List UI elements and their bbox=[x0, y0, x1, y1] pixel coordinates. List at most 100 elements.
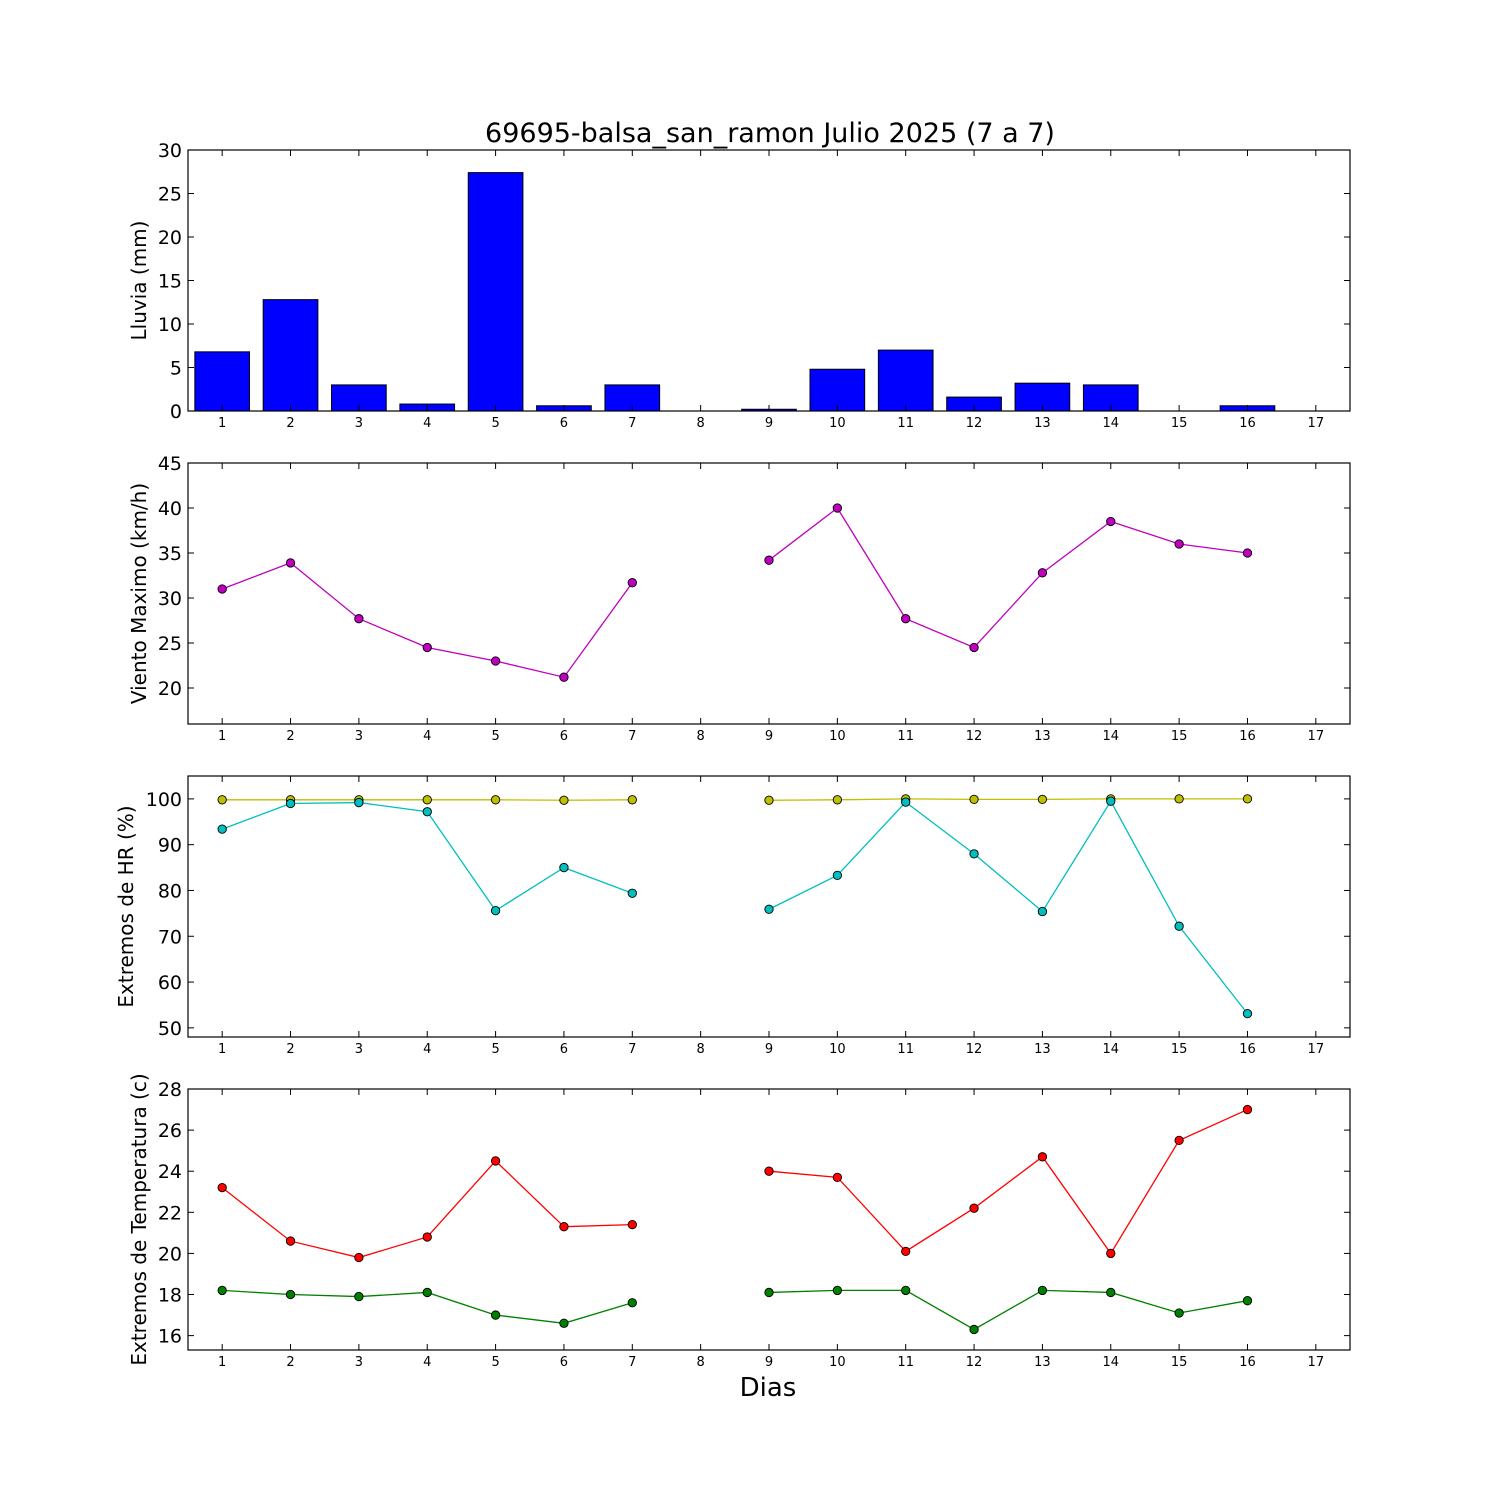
series-2-point-day-3 bbox=[354, 797, 364, 808]
x-tick-label-12: 12 bbox=[966, 416, 983, 431]
series-1-point-day-2 bbox=[285, 558, 296, 568]
panel-4-y-axis-label: Extremos de Temperatura (c) bbox=[127, 1073, 151, 1365]
x-tick-label-11: 11 bbox=[897, 1355, 914, 1370]
y-tick-label-60: 60 bbox=[158, 972, 182, 994]
x-tick-label-9: 9 bbox=[765, 729, 773, 744]
x-tick-label-7: 7 bbox=[628, 729, 636, 744]
y-tick-label-20: 20 bbox=[158, 678, 182, 700]
series-2-point-day-16 bbox=[1242, 1008, 1253, 1019]
series-1-point-day-6 bbox=[559, 1222, 569, 1232]
x-tick-label-10: 10 bbox=[829, 1042, 846, 1057]
x-tick-label-3: 3 bbox=[355, 416, 363, 431]
series-1-point-day-5 bbox=[490, 656, 501, 666]
x-tick-label-11: 11 bbox=[897, 416, 914, 431]
series-1-point-day-7 bbox=[627, 1219, 637, 1230]
x-tick-label-13: 13 bbox=[1034, 1355, 1051, 1370]
x-tick-label-14: 14 bbox=[1102, 1042, 1119, 1057]
series-1-point-day-13 bbox=[1037, 794, 1048, 805]
x-tick-label-10: 10 bbox=[829, 416, 846, 431]
x-tick-label-16: 16 bbox=[1239, 1355, 1256, 1370]
x-tick-label-1: 1 bbox=[218, 729, 226, 744]
x-tick-label-8: 8 bbox=[697, 416, 705, 431]
x-tick-label-13: 13 bbox=[1034, 729, 1051, 744]
x-tick-label-15: 15 bbox=[1171, 416, 1188, 431]
x-tick-label-8: 8 bbox=[697, 1042, 705, 1057]
series-1-line-segment-2 bbox=[768, 798, 1248, 801]
y-tick-label-20: 20 bbox=[158, 227, 182, 249]
x-tick-label-13: 13 bbox=[1034, 1042, 1051, 1057]
series-1-point-day-7 bbox=[627, 795, 637, 805]
x-tick-label-16: 16 bbox=[1239, 729, 1256, 744]
series-2-point-day-1 bbox=[217, 1285, 227, 1296]
y-tick-label-26: 26 bbox=[158, 1120, 182, 1142]
series-1-point-day-9 bbox=[764, 555, 774, 565]
series-1-line-segment-1 bbox=[221, 1159, 633, 1259]
y-tick-label-70: 70 bbox=[158, 926, 182, 948]
y-tick-label-40: 40 bbox=[158, 498, 182, 520]
x-tick-label-8: 8 bbox=[697, 729, 705, 744]
y-tick-label-24: 24 bbox=[158, 1161, 182, 1183]
x-tick-label-9: 9 bbox=[765, 1042, 773, 1057]
series-2-point-day-2 bbox=[285, 1289, 296, 1300]
panel-4: 1 2 3 4 5 6 7 8 9 10 11 12 13 14 15 16 1716182022242628E… bbox=[127, 1073, 1351, 1370]
series-2-line-segment-1 bbox=[221, 801, 633, 912]
x-tick-label-8: 8 bbox=[697, 1355, 705, 1370]
series-1-point-day-15 bbox=[1174, 539, 1184, 549]
x-tick-label-1: 1 bbox=[218, 1355, 226, 1370]
x-tick-label-17: 17 bbox=[1308, 729, 1325, 744]
x-tick-label-9: 9 bbox=[765, 416, 773, 431]
y-tick-label-0: 0 bbox=[170, 401, 182, 423]
series-2-point-day-9 bbox=[764, 1287, 774, 1298]
x-tick-label-1: 1 bbox=[218, 416, 226, 431]
series-1-point-day-6 bbox=[559, 795, 569, 805]
x-tick-label-5: 5 bbox=[491, 1355, 499, 1370]
series-1-point-day-4 bbox=[422, 642, 432, 653]
x-tick-label-15: 15 bbox=[1171, 1355, 1188, 1370]
y-tick-label-15: 15 bbox=[158, 271, 182, 293]
x-tick-label-6: 6 bbox=[560, 416, 568, 431]
panel-1: 1 2 3 4 5 6 7 8 9 10 11 12 13 14 15 16 17051015202530Llu… bbox=[127, 140, 1351, 431]
series-2-point-day-14 bbox=[1106, 1287, 1116, 1298]
series-1-line-segment-2 bbox=[768, 1108, 1248, 1255]
x-tick-label-7: 7 bbox=[628, 1355, 636, 1370]
x-tick-label-7: 7 bbox=[628, 416, 636, 431]
series-1-point-day-16 bbox=[1242, 548, 1253, 558]
series-2-point-day-5 bbox=[490, 905, 501, 916]
x-tick-label-13: 13 bbox=[1034, 416, 1051, 431]
series-2-point-day-11 bbox=[901, 797, 911, 807]
bar-day-5 bbox=[467, 172, 524, 412]
series-1-point-day-5 bbox=[490, 795, 501, 805]
series-2-point-day-11 bbox=[901, 1285, 911, 1296]
x-tick-label-9: 9 bbox=[765, 1355, 773, 1370]
series-1-point-day-1 bbox=[217, 584, 227, 594]
series-1-point-day-12 bbox=[969, 642, 979, 653]
y-tick-label-35: 35 bbox=[158, 543, 182, 565]
series-1-point-day-13 bbox=[1037, 568, 1048, 578]
x-tick-label-12: 12 bbox=[966, 729, 983, 744]
x-tick-label-16: 16 bbox=[1239, 1042, 1256, 1057]
series-1-point-day-15 bbox=[1174, 794, 1184, 804]
panel-2-frame bbox=[187, 462, 1351, 725]
x-tick-label-17: 17 bbox=[1308, 1042, 1325, 1057]
panels: 1 2 3 4 5 6 7 8 9 10 11 12 13 14 15 16 17051015202530Llu… bbox=[114, 140, 1351, 1370]
series-2-point-day-3 bbox=[354, 1291, 364, 1302]
x-tick-label-2: 2 bbox=[286, 416, 294, 431]
series-2-point-day-7 bbox=[627, 1298, 637, 1308]
y-tick-label-25: 25 bbox=[158, 184, 182, 206]
y-tick-label-80: 80 bbox=[158, 880, 182, 902]
series-2-point-day-14 bbox=[1106, 796, 1116, 806]
x-tick-label-15: 15 bbox=[1171, 1042, 1188, 1057]
y-tick-label-45: 45 bbox=[158, 453, 182, 475]
series-1-point-day-15 bbox=[1174, 1135, 1184, 1146]
panel-2: 1 2 3 4 5 6 7 8 9 10 11 12 13 14 15 16 17202530354045Vie… bbox=[127, 453, 1351, 744]
series-1-point-day-1 bbox=[217, 1182, 227, 1193]
series-2-line-segment-2 bbox=[768, 799, 1248, 1015]
series-2-point-day-13 bbox=[1037, 1285, 1048, 1296]
series-1-point-day-1 bbox=[217, 795, 227, 805]
series-1-point-day-10 bbox=[832, 795, 843, 805]
series-1-point-day-4 bbox=[422, 795, 432, 805]
series-1-point-day-9 bbox=[764, 795, 774, 805]
series-2-line-segment-2 bbox=[768, 1289, 1248, 1331]
series-2-point-day-10 bbox=[832, 870, 843, 881]
